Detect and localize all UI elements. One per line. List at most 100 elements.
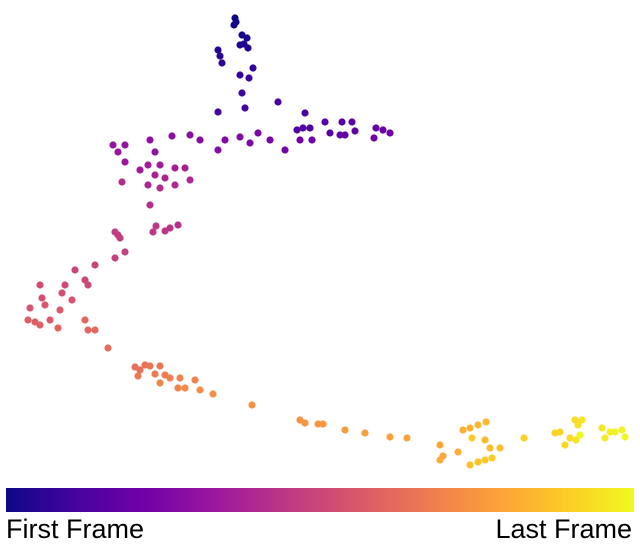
point — [361, 429, 369, 437]
point — [156, 379, 164, 387]
point — [266, 136, 274, 144]
point — [488, 454, 496, 462]
point — [301, 419, 309, 427]
point — [181, 164, 189, 172]
point — [308, 136, 316, 144]
point — [281, 146, 289, 154]
point — [81, 316, 89, 324]
point — [171, 164, 179, 172]
point — [611, 428, 619, 436]
point — [54, 324, 62, 332]
point — [243, 34, 251, 42]
point — [386, 129, 394, 137]
point — [161, 174, 169, 182]
point — [121, 248, 129, 256]
point — [299, 124, 307, 132]
point — [621, 433, 629, 441]
point — [38, 294, 46, 302]
point — [146, 136, 154, 144]
point — [146, 362, 154, 370]
point — [481, 436, 489, 444]
point — [466, 461, 474, 469]
point — [214, 146, 222, 154]
point — [236, 71, 244, 79]
point — [454, 448, 462, 456]
point — [274, 98, 282, 106]
point — [561, 441, 569, 449]
point — [151, 171, 159, 179]
point — [174, 221, 182, 229]
point — [91, 261, 99, 269]
point — [71, 266, 79, 274]
point — [156, 184, 164, 192]
point — [104, 344, 112, 352]
point — [244, 44, 252, 52]
point — [176, 374, 184, 382]
point — [459, 426, 467, 434]
colorbar-end-label: Last Frame — [495, 514, 632, 544]
point — [111, 254, 119, 262]
point — [618, 426, 626, 434]
point — [474, 421, 482, 429]
point — [146, 201, 154, 209]
point — [306, 124, 314, 132]
point — [254, 129, 262, 137]
point — [336, 131, 344, 139]
point — [216, 52, 224, 60]
point — [36, 321, 44, 329]
point — [372, 124, 380, 132]
point — [186, 131, 194, 139]
point — [118, 178, 126, 186]
point — [36, 281, 44, 289]
point — [236, 41, 244, 49]
point — [56, 306, 64, 314]
point — [214, 46, 222, 54]
point — [149, 228, 157, 236]
point — [314, 420, 322, 428]
point — [249, 64, 257, 72]
point — [156, 161, 164, 169]
point — [136, 166, 144, 174]
point — [482, 418, 490, 426]
point — [386, 433, 394, 441]
point — [41, 301, 49, 309]
point — [578, 416, 586, 424]
point — [196, 136, 204, 144]
point — [168, 132, 176, 140]
point — [134, 372, 142, 380]
point — [246, 139, 254, 147]
point — [171, 181, 179, 189]
point — [341, 426, 349, 434]
point — [156, 362, 164, 370]
point — [144, 181, 152, 189]
point — [61, 281, 69, 289]
point — [58, 289, 66, 297]
point — [221, 136, 229, 144]
point — [152, 222, 160, 230]
point — [341, 131, 349, 139]
point — [24, 316, 32, 324]
point — [26, 304, 34, 312]
point — [321, 118, 329, 126]
point — [196, 386, 204, 394]
point — [214, 108, 222, 116]
point — [174, 384, 182, 392]
point — [319, 420, 327, 428]
point — [301, 109, 309, 117]
point — [68, 296, 76, 304]
point — [136, 366, 144, 374]
point — [466, 424, 474, 432]
point — [338, 118, 346, 126]
point — [245, 74, 253, 82]
point — [121, 141, 129, 149]
point — [144, 161, 152, 169]
point — [248, 401, 256, 409]
point — [91, 326, 99, 334]
point — [296, 136, 304, 144]
point — [606, 428, 614, 436]
point — [379, 126, 387, 134]
point — [601, 434, 609, 442]
point — [84, 281, 92, 289]
point — [351, 127, 359, 135]
